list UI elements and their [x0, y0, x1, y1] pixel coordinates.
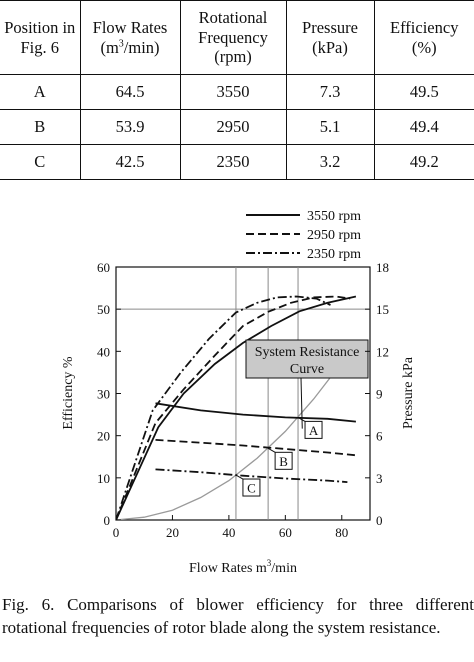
cell-position: B — [34, 117, 46, 136]
operating-point-leader — [267, 447, 276, 453]
efficiency-curve-2350 — [116, 295, 331, 520]
cell-pressure: 5.1 — [285, 109, 374, 145]
cell-efficiency: 49.5 — [373, 74, 474, 110]
header-position: Position in Fig. 6 — [0, 1, 80, 75]
operating-point-label: B — [279, 454, 288, 469]
cell-position: C — [34, 152, 46, 171]
operating-point-label: A — [309, 423, 319, 438]
cell-pressure: 7.3 — [285, 74, 374, 110]
y-right-tick-label: 18 — [376, 260, 389, 275]
table-header-row: Position in Fig. 6 Flow Rates (m3/min) R… — [0, 0, 474, 75]
y-axis-left-label: Efficiency % — [61, 356, 76, 430]
reference-lines — [116, 267, 370, 520]
tick-layer: 0 20 40 60 80 0 10 20 30 40 50 60 0 3 6 9 12 15 18 — [97, 260, 389, 540]
cell-position: A — [33, 82, 46, 101]
header-flow-line1: Flow Rates — [92, 17, 168, 37]
header-efficiency-line1: Efficiency — [390, 17, 459, 37]
system-resistance-pointer — [300, 377, 303, 429]
x-tick-label: 20 — [166, 525, 179, 540]
header-rot-line1: Rotational — [198, 7, 268, 27]
operating-point-box — [274, 451, 293, 470]
header-pressure: Pressure (kPa) — [285, 0, 374, 75]
cell-efficiency: 49.2 — [373, 144, 474, 180]
parameters-table: Position in Fig. 6 Flow Rates (m3/min) R… — [0, 0, 474, 180]
system-resistance-label-line2: Curve — [290, 362, 324, 377]
x-tick-label: 60 — [279, 525, 292, 540]
header-position-line1: Position in — [4, 17, 76, 37]
header-pressure-line1: Pressure — [302, 17, 358, 37]
cell-pressure: 3.2 — [285, 144, 374, 180]
table-row: B 53.9 2950 5.1 49.4 — [0, 109, 474, 145]
efficiency-pressure-chart: 3550 rpm 2950 rpm 2350 rpm A B C System Resis… — [61, 209, 416, 576]
y-right-tick-label: 0 — [376, 513, 383, 528]
x-axis-label: Flow Rates m3/min — [189, 558, 297, 576]
y-left-tick-label: 20 — [97, 429, 110, 444]
cell-flow: 42.5 — [79, 144, 180, 180]
y-left-tick-label: 30 — [97, 387, 110, 402]
y-left-tick-label: 50 — [97, 302, 110, 317]
cell-rpm: 2350 — [179, 144, 286, 180]
system-resistance-curve — [116, 362, 343, 520]
y-axis-right-label: Pressure kPa — [401, 356, 416, 429]
series-layer — [116, 295, 357, 520]
y-right-tick-label: 12 — [376, 344, 389, 359]
efficiency-pressure-figure: 3550 rpm 2950 rpm 2350 rpm A B C System Resis… — [0, 196, 474, 586]
header-flow-rates: Flow Rates (m3/min) — [79, 0, 180, 75]
cell-flow: 53.9 — [79, 109, 180, 145]
y-left-tick-label: 40 — [97, 344, 110, 359]
system-resistance-callout — [245, 339, 369, 379]
system-resistance-label-line1: System Resistance — [255, 345, 360, 360]
operating-point-leader — [297, 416, 306, 422]
chart-legend: 3550 rpm 2950 rpm 2350 rpm — [246, 209, 361, 262]
operating-point-box — [304, 420, 323, 439]
efficiency-curve-3550 — [116, 295, 357, 520]
header-flow-unit-b: /min) — [123, 37, 160, 57]
header-rot-line3: (rpm) — [214, 47, 252, 67]
header-pressure-line2: (kPa) — [312, 37, 348, 57]
pressure-curve-2950 — [155, 439, 356, 457]
cell-rpm: 2950 — [179, 109, 286, 145]
legend-label: 2350 rpm — [307, 247, 361, 262]
x-tick-label: 80 — [335, 525, 348, 540]
table-row: C 42.5 2350 3.2 49.2 — [0, 144, 474, 180]
table-row: A 64.5 3550 7.3 49.5 — [0, 74, 474, 110]
header-position-line2: Fig. 6 — [20, 37, 59, 57]
annotation-layer: A B C System Resistance Curve — [235, 339, 369, 497]
pressure-curve-3550 — [155, 402, 356, 423]
y-left-tick-label: 10 — [97, 471, 110, 486]
legend-label: 2950 rpm — [307, 228, 361, 243]
cell-rpm: 3550 — [179, 74, 286, 110]
y-right-tick-label: 6 — [376, 429, 383, 444]
x-tick-label: 0 — [113, 525, 120, 540]
pressure-curve-2350 — [155, 468, 348, 483]
header-efficiency-line2: (%) — [411, 37, 437, 57]
cell-efficiency: 49.4 — [373, 109, 474, 145]
header-rotational-frequency: Rotational Frequency (rpm) — [179, 0, 286, 75]
x-tick-label: 40 — [222, 525, 235, 540]
header-efficiency: Efficiency (%) — [373, 0, 474, 75]
y-right-tick-label: 9 — [376, 387, 383, 402]
operating-point-box — [242, 478, 261, 497]
y-left-tick-label: 60 — [97, 260, 110, 275]
y-left-tick-label: 0 — [104, 513, 111, 528]
header-flow-unit-sup: 3 — [118, 38, 124, 49]
operating-point-label: C — [247, 481, 256, 496]
operating-point-leader — [235, 474, 244, 480]
y-right-tick-label: 3 — [376, 471, 383, 486]
legend-label: 3550 rpm — [307, 209, 361, 224]
header-flow-unit-a: (m — [100, 37, 119, 57]
header-rot-line2: Frequency — [198, 27, 268, 47]
y-right-tick-label: 15 — [376, 302, 389, 317]
cell-flow: 64.5 — [79, 74, 180, 110]
figure-caption: Fig. 6. Comparisons of blower efficiency… — [2, 595, 474, 637]
